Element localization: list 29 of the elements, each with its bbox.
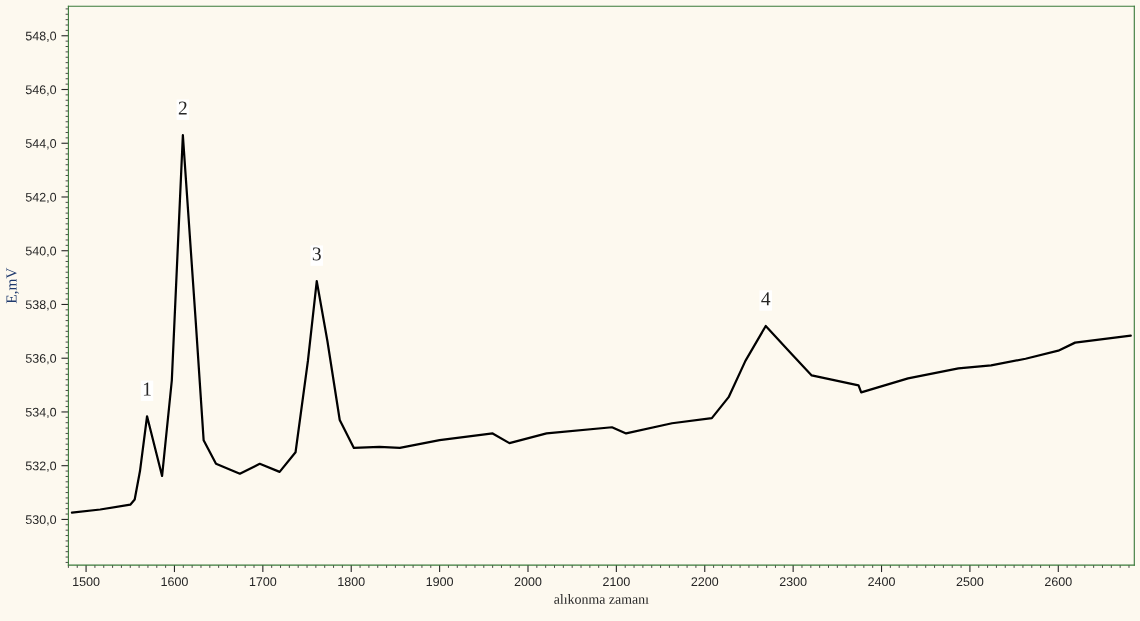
x-tick-label: 1700 [249,577,277,587]
x-tick-label: 2000 [514,577,542,587]
annotation: 3 [312,247,321,261]
y-axis-title: E,mV [6,267,19,304]
x-tick-label: 2200 [691,577,719,587]
x-tick-label: 2300 [779,577,807,587]
y-tick-label: 532,0 [25,461,57,472]
x-tick-label: 2400 [868,577,895,587]
annotation: 4 [761,292,771,306]
y-tick-label: 536,0 [25,354,57,365]
annotation: 2 [178,101,187,115]
x-tick-label: 1500 [73,577,100,587]
annotation: 1 [143,382,151,396]
x-tick-label: 2100 [603,577,630,587]
x-tick-label: 2500 [956,577,984,587]
x-tick-label: 2600 [1045,577,1072,587]
y-tick-label: 544,0 [25,139,57,150]
y-tick-label: 540,0 [25,246,57,257]
y-tick-label: 542,0 [25,192,57,204]
y-tick-label: 538,0 [25,300,57,311]
x-tick-label: 1600 [161,577,188,587]
x-tick-label: 1900 [426,577,454,587]
x-tick-label: 1800 [338,577,365,587]
y-tick-label: 548,0 [25,31,57,42]
x-axis-title: alıkonma zamanı [554,594,649,604]
y-tick-label: 534,0 [25,407,57,419]
line-series [70,134,1132,514]
y-tick-label: 530,0 [25,515,57,526]
y-tick-label: 546,0 [25,85,57,96]
